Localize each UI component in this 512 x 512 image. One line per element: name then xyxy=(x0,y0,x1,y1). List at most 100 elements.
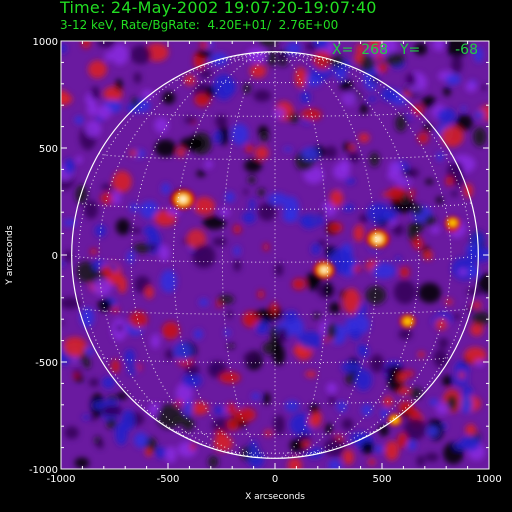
noise-blob xyxy=(432,41,445,52)
noise-blob xyxy=(361,441,375,455)
noise-blob xyxy=(345,372,356,385)
noise-blob xyxy=(61,90,69,106)
noise-texture xyxy=(61,41,489,469)
heliographic-grid xyxy=(71,51,479,459)
noise-blob xyxy=(74,115,84,125)
noise-blob xyxy=(430,225,440,234)
noise-blob xyxy=(243,83,251,94)
noise-blob xyxy=(242,211,256,224)
noise-blob xyxy=(176,382,193,404)
noise-blob xyxy=(395,114,407,132)
noise-blob xyxy=(460,395,473,414)
noise-blob xyxy=(167,206,181,216)
noise-blob xyxy=(132,243,152,254)
noise-blob xyxy=(259,41,279,48)
noise-blob xyxy=(197,49,212,59)
y-tick-label: 500 xyxy=(39,144,58,155)
noise-blob xyxy=(193,197,216,215)
noise-blob xyxy=(285,400,300,413)
noise-blob xyxy=(397,432,408,449)
noise-blob xyxy=(233,245,241,256)
noise-blob xyxy=(437,108,456,123)
noise-blob xyxy=(245,144,254,153)
noise-blob xyxy=(165,349,174,360)
x-tick-label: 1000 xyxy=(476,474,501,485)
noise-blob xyxy=(129,311,148,328)
noise-blob xyxy=(74,376,84,382)
noise-blob xyxy=(246,47,267,63)
noise-blob xyxy=(313,41,329,50)
noise-blob xyxy=(395,175,412,187)
noise-blob xyxy=(366,203,391,223)
noise-blob xyxy=(185,363,200,376)
noise-blob xyxy=(127,362,138,375)
longitude-line xyxy=(274,51,452,458)
noise-blob xyxy=(214,405,224,415)
noise-blob xyxy=(392,223,405,236)
noise-blob xyxy=(133,432,148,448)
noise-blob xyxy=(317,239,327,247)
observation-time: Time: 24-May-2002 19:07:20-19:07:40 xyxy=(60,0,377,17)
noise-blob xyxy=(111,359,120,374)
noise-blob xyxy=(139,200,159,219)
noise-blob xyxy=(144,285,154,299)
noise-blob xyxy=(175,399,183,406)
noise-blob xyxy=(397,372,407,383)
noise-blob xyxy=(291,318,304,337)
noise-blob xyxy=(254,146,269,160)
noise-blob xyxy=(418,282,442,304)
noise-blob xyxy=(436,196,443,204)
noise-blob xyxy=(165,446,177,463)
noise-blob xyxy=(253,89,271,102)
noise-blob xyxy=(100,192,116,205)
noise-blob xyxy=(399,266,410,278)
noise-blob xyxy=(376,63,388,73)
noise-blob xyxy=(466,288,482,296)
noise-blob xyxy=(422,250,433,261)
noise-blob xyxy=(231,123,249,146)
noise-blob xyxy=(301,440,311,449)
noise-blob xyxy=(97,104,112,120)
noise-blob xyxy=(336,401,348,412)
energy-rate-label: 3-12 keV, Rate/BgRate: 4.20E+01/ 2.76E+0… xyxy=(60,18,339,32)
noise-blob xyxy=(328,459,342,469)
noise-blob xyxy=(334,67,347,80)
noise-blob xyxy=(323,282,333,297)
latitude-line xyxy=(222,58,328,62)
noise-blob xyxy=(186,229,206,249)
noise-blob xyxy=(145,448,153,457)
noise-blob xyxy=(111,43,129,66)
noise-blob xyxy=(374,445,385,453)
noise-blob xyxy=(326,322,337,340)
noise-blob xyxy=(260,131,269,143)
noise-blob xyxy=(349,144,356,151)
x-axis-label: X arcseconds xyxy=(245,492,305,502)
noise-blob xyxy=(289,413,314,437)
noise-blob xyxy=(111,191,121,205)
noise-blob xyxy=(154,117,169,133)
noise-blob xyxy=(401,193,409,206)
noise-blob xyxy=(101,183,113,191)
noise-blob xyxy=(458,268,468,276)
noise-blob xyxy=(213,434,233,452)
noise-blob xyxy=(192,244,216,269)
noise-blob xyxy=(359,103,368,115)
noise-blob xyxy=(438,337,449,349)
noise-blob xyxy=(83,347,95,355)
noise-blob xyxy=(61,297,81,310)
noise-blob xyxy=(329,222,343,233)
noise-blob xyxy=(424,178,434,185)
noise-blob xyxy=(367,459,376,466)
noise-blob xyxy=(199,69,213,79)
noise-blob xyxy=(116,324,124,332)
latitude-line xyxy=(78,307,472,315)
noise-blob xyxy=(360,53,375,73)
noise-blob xyxy=(75,155,83,164)
noise-blob xyxy=(64,249,73,263)
noise-blob xyxy=(155,447,168,459)
noise-blob xyxy=(143,225,157,237)
noise-blob xyxy=(407,440,417,451)
noise-blob xyxy=(224,329,231,337)
noise-blob xyxy=(329,302,341,314)
